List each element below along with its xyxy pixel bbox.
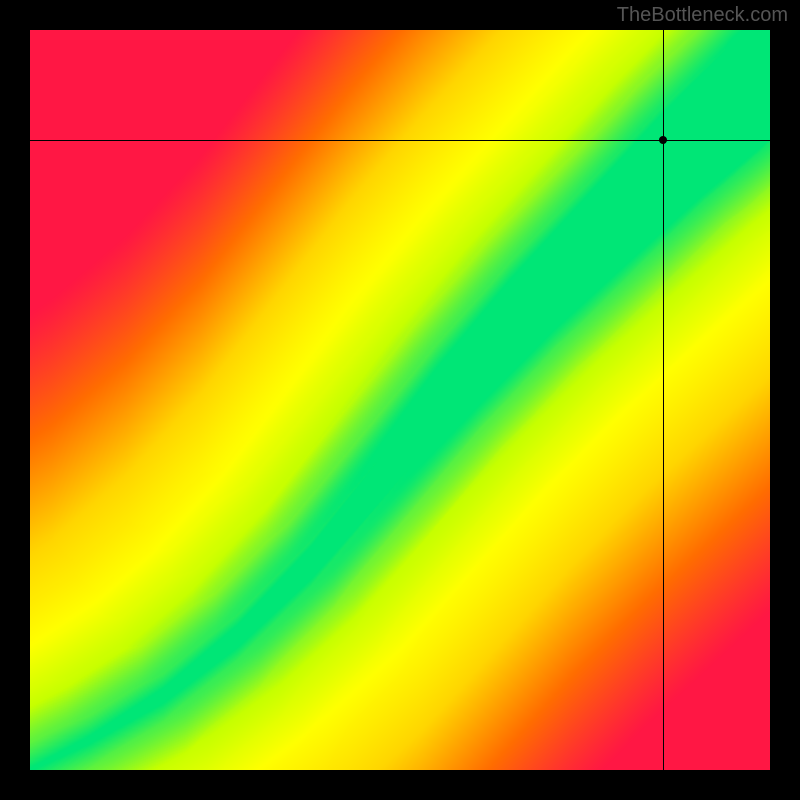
heatmap-chart bbox=[30, 30, 770, 770]
data-point-marker bbox=[659, 136, 667, 144]
attribution-text: TheBottleneck.com bbox=[617, 4, 788, 27]
